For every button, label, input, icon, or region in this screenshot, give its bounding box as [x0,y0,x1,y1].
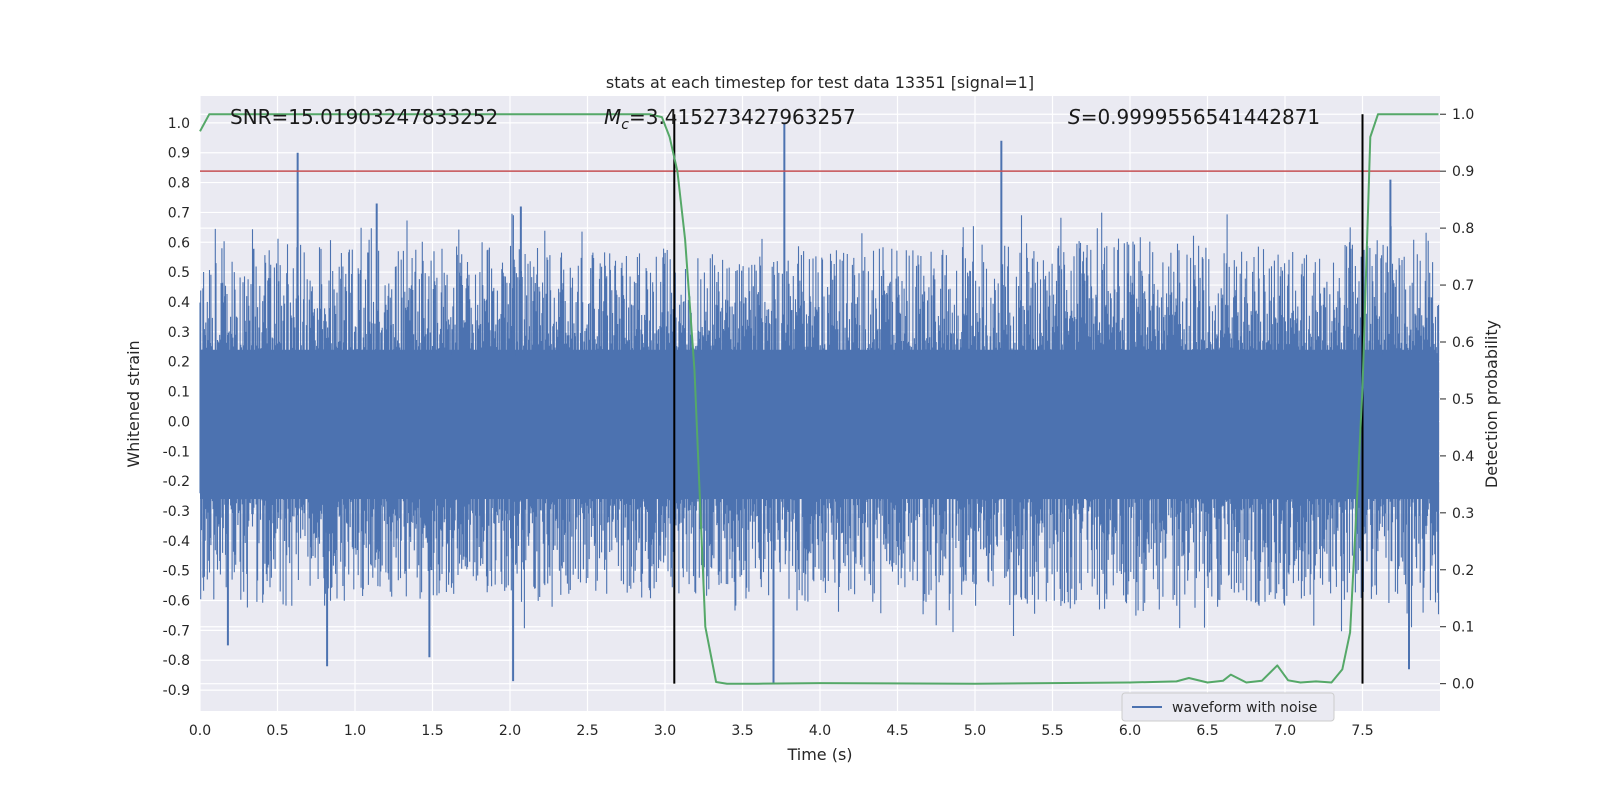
y-tick-label: 1.0 [168,116,190,132]
y2-tick-label: 0.9 [1452,164,1474,180]
y2-tick-label: 0.2 [1452,563,1474,579]
y2-tick-label: 0.7 [1452,278,1474,294]
x-tick-label: 7.0 [1274,723,1296,739]
y-tick-labels: 1.0 0.9 0.8 0.7 0.6 0.5 0.4 0.3 0.2 0.1 0.0 -0.1 -0.… [163,116,190,699]
y2-tick-label: 0.8 [1452,221,1474,237]
mc-value: =3.415273427963257 [629,105,856,129]
y-tick-label: 0.3 [168,325,190,341]
y-tick-label: 0.0 [168,414,190,430]
s-annotation: S=0.9999556541442871 [1068,105,1320,129]
y2-tick-label: 0.1 [1452,620,1474,636]
y2-tick-label: 0.3 [1452,506,1474,522]
mc-subscript: c [621,117,629,133]
x-tick-label: 3.0 [654,723,676,739]
mc-annotation: Mc=3.415273427963257 [604,105,856,133]
legend-box [1121,692,1335,722]
y-tick-label: 0.5 [168,265,190,281]
y2-tick-label: 0.4 [1452,449,1474,465]
y2-tick-labels: 1.0 0.9 0.8 0.7 0.6 0.5 0.4 0.3 0.2 0.1 0.0 [1452,107,1474,692]
y-tick-label: 0.4 [168,295,190,311]
probability-line [199,113,1439,685]
x-tick-label: 2.0 [499,723,521,739]
y-tick-label: 0.8 [168,176,190,192]
x-tick-label: 7.5 [1351,723,1373,739]
y-tick-label: 0.1 [168,385,190,401]
y2-tick-label: 0.5 [1452,392,1474,408]
snr-annotation: SNR=15.01903247833252 [230,105,498,129]
x-tick-label: 1.0 [344,723,366,739]
y-tick-label: 0.9 [168,146,190,162]
x-tick-label: 0.0 [189,723,211,739]
y-tick-label: -0.5 [163,564,190,580]
y-axis-label: Whitened strain [124,340,143,467]
s-value: =0.9999556541442871 [1081,105,1320,129]
s-symbol: S [1068,105,1081,129]
y-tick-label: -0.1 [163,444,190,460]
x-tick-label: 3.5 [731,723,753,739]
waveform-line [199,212,1440,636]
x-tick-label: 0.5 [266,723,288,739]
x-axis-label: Time (s) [786,745,852,764]
x-tick-labels: 0.0 0.5 1.0 1.5 2.0 2.5 3.0 3.5 4.0 4.5 5.0 5.5 6.0 6… [189,723,1374,739]
y-tick-label: -0.9 [163,683,190,699]
y-tick-label: 0.7 [168,205,190,221]
x-tick-label: 6.0 [1119,723,1141,739]
x-tick-label: 4.0 [809,723,831,739]
probability-series [199,113,1439,685]
x-tick-label: 5.0 [964,723,986,739]
legend: waveform with noise [1121,692,1335,722]
waveform-series [199,122,1440,685]
y2-tick-label: 0.0 [1452,677,1474,693]
x-tick-label: 2.5 [576,723,598,739]
y2-tick-label: 0.6 [1452,335,1474,351]
y2-tick-label: 1.0 [1452,107,1474,123]
y-tick-label: -0.3 [163,504,190,520]
y-tick-label: -0.2 [163,474,190,490]
y-tick-label: 0.2 [168,355,190,371]
y-tick-label: -0.7 [163,623,190,639]
y2-axis-label: Detection probability [1482,320,1501,488]
y-tick-label: -0.8 [163,653,190,669]
mc-symbol: M [604,105,621,129]
legend-label-waveform: waveform with noise [1172,700,1317,716]
y-tick-label: 0.6 [168,235,190,251]
x-tick-label: 5.5 [1041,723,1063,739]
x-tick-label: 6.5 [1196,723,1218,739]
y-tick-label: -0.4 [163,534,190,550]
x-tick-label: 4.5 [886,723,908,739]
y-tick-label: -0.6 [163,594,190,610]
x-tick-label: 1.5 [421,723,443,739]
chart-title: stats at each timestep for test data 133… [606,73,1034,92]
